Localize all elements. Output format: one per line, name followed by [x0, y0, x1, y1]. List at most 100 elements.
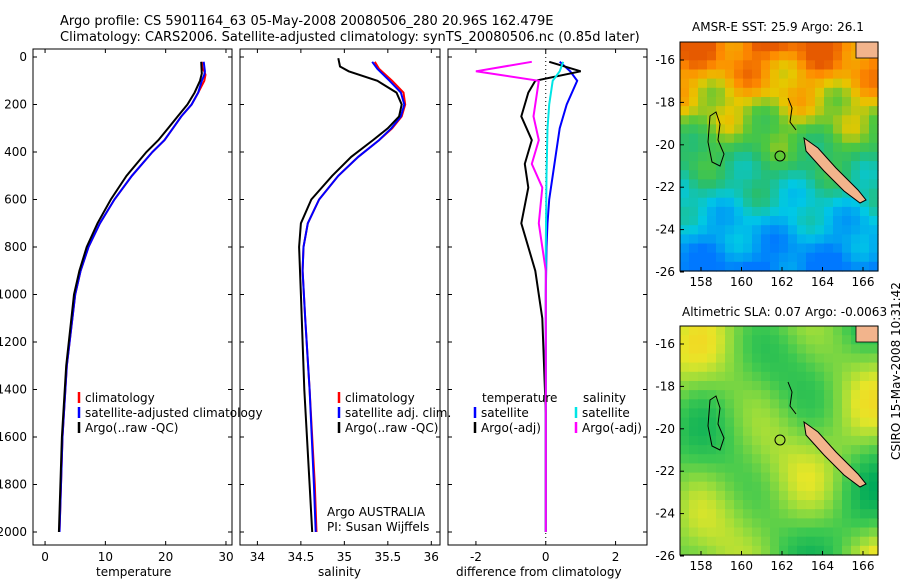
map-cell	[869, 353, 879, 364]
map-cell	[779, 344, 789, 355]
map-y-tick-label: -16	[655, 337, 675, 351]
map-cell	[806, 536, 816, 547]
map-cell	[851, 115, 861, 126]
map-cell	[770, 463, 780, 474]
map-cell	[716, 170, 726, 180]
map-cell	[716, 399, 726, 410]
map-cell	[707, 106, 717, 116]
map-cell	[851, 545, 861, 556]
map-cell	[689, 353, 699, 364]
map-cell	[815, 243, 825, 254]
map-cell	[698, 206, 708, 217]
map-cell	[815, 51, 825, 61]
map-cell	[725, 335, 735, 345]
map-cell	[761, 161, 771, 171]
map-cell	[716, 161, 726, 171]
map-cell	[851, 234, 861, 245]
map-cell	[743, 481, 753, 492]
map-cell	[680, 490, 690, 501]
map-cell	[716, 60, 726, 71]
map-cell	[743, 78, 753, 89]
map-cell	[851, 261, 861, 272]
map-cell	[716, 188, 726, 199]
map-cell	[842, 371, 852, 382]
map-cell	[779, 426, 789, 437]
map-cell	[860, 435, 870, 446]
map-cell	[716, 206, 726, 217]
map-cell	[680, 362, 690, 373]
argo-pi: PI: Susan Wijffels	[327, 520, 430, 534]
map-cell	[797, 490, 807, 501]
map-cell	[869, 362, 879, 373]
map-cell	[761, 326, 771, 336]
map-cell	[716, 78, 726, 89]
map-cell	[707, 545, 717, 556]
map-cell	[707, 234, 717, 245]
map-cell	[725, 527, 735, 538]
map-cell	[698, 69, 708, 80]
map-cell	[797, 390, 807, 400]
map-cell	[869, 463, 879, 474]
map-cell	[869, 60, 879, 71]
map-cell	[716, 527, 726, 538]
map-cell	[842, 381, 852, 391]
map-cell	[770, 133, 780, 144]
map-cell	[761, 69, 771, 80]
map-cell	[779, 225, 789, 235]
map-cell	[734, 472, 744, 483]
map-cell	[806, 188, 816, 199]
map-cell	[869, 142, 879, 153]
map-cell	[815, 170, 825, 180]
map-cell	[824, 179, 834, 190]
map-cell	[725, 133, 735, 144]
map-cell	[806, 362, 816, 373]
map-cell	[752, 518, 762, 529]
map-cell	[689, 445, 699, 455]
map-cell	[743, 60, 753, 71]
map-cell	[779, 51, 789, 61]
map-cell	[860, 206, 870, 217]
map-cell	[869, 500, 879, 510]
map-cell	[806, 445, 816, 455]
map-cell	[842, 124, 852, 135]
map-cell	[707, 490, 717, 501]
map-cell	[860, 381, 870, 391]
map-cell	[788, 161, 798, 171]
map-cell	[689, 399, 699, 410]
map-cell	[797, 481, 807, 492]
map-cell	[797, 435, 807, 446]
map-cell	[680, 536, 690, 547]
map-cell	[860, 472, 870, 483]
map-cell	[761, 518, 771, 529]
map-y-tick-label: -16	[655, 53, 675, 67]
footer-stamp: CSIRO 15-May-2008 10:31:42	[889, 282, 900, 460]
map-cell	[797, 472, 807, 483]
map-cell	[680, 179, 690, 190]
map-cell	[869, 161, 879, 171]
map-cell	[761, 179, 771, 190]
map-cell	[725, 151, 735, 162]
map-cell	[770, 362, 780, 373]
map-cell	[851, 399, 861, 410]
map-cell	[716, 381, 726, 391]
map-cell	[851, 509, 861, 519]
map-cell	[743, 197, 753, 208]
map-cell	[698, 390, 708, 400]
map-cell	[806, 509, 816, 519]
map-cell	[698, 106, 708, 116]
map-cell	[743, 243, 753, 254]
panel-frame	[447, 48, 648, 546]
map-cell	[743, 509, 753, 519]
legend-diff-sal-satellite-label: satellite	[582, 406, 630, 420]
map-cell	[842, 243, 852, 254]
map-cell	[707, 51, 717, 61]
map-cell	[761, 445, 771, 455]
map-cell	[815, 197, 825, 208]
map-cell	[842, 234, 852, 245]
map-cell	[716, 115, 726, 126]
map-cell	[833, 371, 843, 382]
map-cell	[689, 500, 699, 510]
map-cell	[752, 161, 762, 171]
x-tick-label: 0	[542, 550, 550, 564]
